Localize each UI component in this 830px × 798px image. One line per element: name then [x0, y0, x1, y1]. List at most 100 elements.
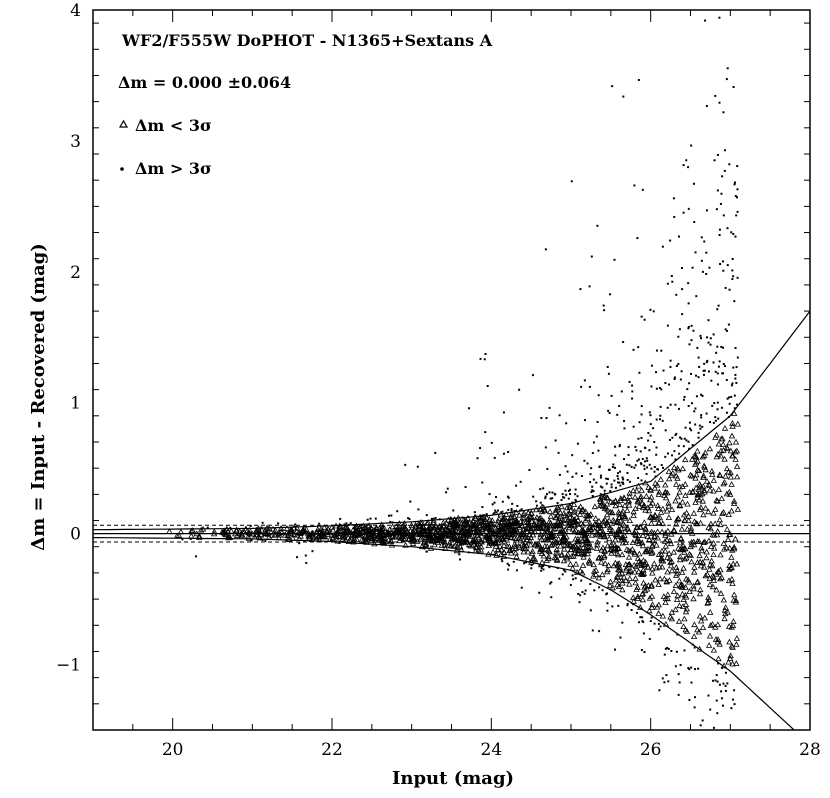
- point-below-3sigma: [622, 577, 630, 584]
- point-above-3sigma: [507, 496, 510, 499]
- point-below-3sigma: [649, 548, 656, 555]
- point-below-3sigma: [685, 517, 692, 524]
- point-above-3sigma: [566, 470, 569, 473]
- point-below-3sigma: [693, 453, 700, 460]
- point-above-3sigma: [682, 164, 685, 167]
- point-above-3sigma: [690, 339, 693, 342]
- point-below-3sigma: [701, 452, 708, 459]
- point-below-3sigma: [664, 489, 671, 496]
- point-above-3sigma: [551, 497, 554, 500]
- point-above-3sigma: [569, 583, 572, 586]
- point-above-3sigma: [666, 324, 669, 327]
- point-above-3sigma: [716, 383, 719, 386]
- point-above-3sigma: [659, 625, 662, 628]
- point-above-3sigma: [485, 513, 488, 516]
- point-above-3sigma: [591, 489, 594, 492]
- point-below-3sigma: [667, 562, 675, 569]
- point-below-3sigma: [633, 586, 640, 592]
- point-above-3sigma: [502, 452, 505, 455]
- point-above-3sigma: [589, 473, 592, 476]
- point-below-3sigma: [525, 509, 532, 516]
- point-above-3sigma: [597, 449, 600, 452]
- point-below-3sigma: [504, 543, 511, 550]
- point-below-3sigma: [671, 527, 678, 534]
- point-below-3sigma: [699, 624, 707, 630]
- point-below-3sigma: [700, 472, 707, 479]
- point-below-3sigma: [582, 534, 589, 541]
- point-below-3sigma: [655, 519, 663, 526]
- point-above-3sigma: [712, 421, 715, 424]
- point-above-3sigma: [611, 85, 614, 88]
- point-below-3sigma: [411, 527, 418, 533]
- point-below-3sigma: [694, 578, 701, 585]
- x-tick-label: 26: [640, 740, 662, 760]
- point-below-3sigma: [513, 553, 520, 560]
- point-below-3sigma: [728, 432, 736, 439]
- point-below-3sigma: [670, 588, 678, 594]
- point-above-3sigma: [632, 348, 635, 351]
- point-below-3sigma: [574, 547, 582, 554]
- point-above-3sigma: [589, 481, 592, 484]
- point-below-3sigma: [727, 469, 734, 476]
- point-below-3sigma: [621, 513, 629, 519]
- point-above-3sigma: [569, 493, 572, 496]
- point-below-3sigma: [691, 621, 698, 628]
- point-above-3sigma: [366, 518, 369, 521]
- point-below-3sigma: [707, 608, 714, 615]
- point-above-3sigma: [631, 397, 634, 400]
- point-below-3sigma: [540, 521, 547, 528]
- point-above-3sigma: [653, 465, 656, 468]
- point-above-3sigma: [669, 438, 672, 441]
- point-below-3sigma: [558, 503, 565, 510]
- point-below-3sigma: [546, 548, 553, 555]
- point-above-3sigma: [603, 309, 606, 312]
- point-below-3sigma: [717, 590, 725, 596]
- point-below-3sigma: [673, 564, 680, 570]
- point-below-3sigma: [557, 542, 564, 549]
- point-below-3sigma: [684, 500, 691, 507]
- point-below-3sigma: [258, 531, 265, 538]
- point-above-3sigma: [661, 677, 664, 680]
- point-above-3sigma: [516, 504, 519, 507]
- point-below-3sigma: [728, 507, 735, 514]
- point-below-3sigma: [659, 505, 666, 512]
- point-below-3sigma: [439, 526, 446, 533]
- point-above-3sigma: [731, 258, 734, 261]
- point-above-3sigma: [607, 409, 610, 412]
- point-above-3sigma: [694, 423, 697, 426]
- point-below-3sigma: [665, 514, 673, 520]
- point-above-3sigma: [532, 495, 535, 498]
- point-below-3sigma: [588, 531, 596, 538]
- point-above-3sigma: [588, 385, 591, 388]
- point-above-3sigma: [641, 616, 644, 619]
- point-below-3sigma: [524, 548, 532, 555]
- point-above-3sigma: [338, 541, 341, 544]
- point-above-3sigma: [614, 454, 617, 457]
- point-below-3sigma: [726, 488, 733, 495]
- point-below-3sigma: [283, 525, 291, 531]
- point-above-3sigma: [523, 562, 526, 565]
- point-below-3sigma: [704, 599, 711, 606]
- point-above-3sigma: [546, 467, 549, 470]
- point-above-3sigma: [492, 513, 495, 516]
- point-above-3sigma: [591, 629, 594, 632]
- point-below-3sigma: [667, 559, 674, 565]
- point-below-3sigma: [728, 642, 736, 649]
- point-below-3sigma: [450, 543, 458, 549]
- point-above-3sigma: [339, 517, 342, 520]
- point-below-3sigma: [664, 568, 671, 575]
- point-below-3sigma: [720, 441, 727, 447]
- point-above-3sigma: [592, 441, 595, 444]
- point-below-3sigma: [705, 480, 713, 487]
- point-below-3sigma: [238, 531, 245, 538]
- point-above-3sigma: [655, 446, 658, 449]
- point-below-3sigma: [489, 548, 497, 555]
- point-above-3sigma: [674, 434, 677, 437]
- point-below-3sigma: [724, 445, 731, 452]
- point-above-3sigma: [718, 101, 721, 104]
- point-below-3sigma: [548, 532, 555, 539]
- point-above-3sigma: [500, 558, 503, 561]
- point-above-3sigma: [574, 498, 577, 501]
- point-below-3sigma: [680, 623, 687, 629]
- point-below-3sigma: [313, 529, 320, 535]
